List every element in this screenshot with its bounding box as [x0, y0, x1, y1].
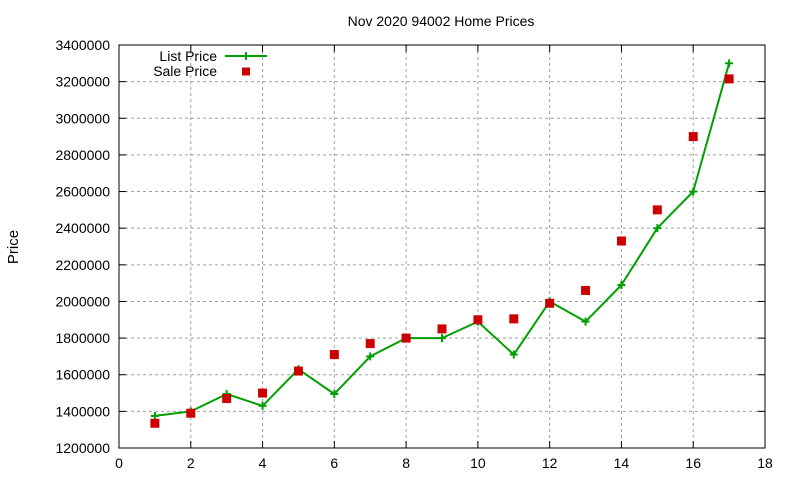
- square-marker-icon: [473, 315, 483, 325]
- x-tick-label: 12: [542, 455, 558, 471]
- x-tick-label: 14: [614, 455, 630, 471]
- square-marker-icon: [545, 298, 555, 308]
- square-marker-icon: [242, 67, 250, 76]
- y-tick-label: 1200000: [55, 440, 110, 456]
- square-marker-icon: [401, 333, 411, 343]
- legend-label-list-price: List Price: [159, 48, 217, 64]
- y-tick-label: 2000000: [55, 293, 110, 309]
- square-marker-icon: [688, 132, 698, 142]
- square-marker-icon: [652, 205, 662, 215]
- y-tick-label: 2200000: [55, 257, 110, 273]
- square-marker-icon: [293, 366, 303, 376]
- y-tick-label: 1600000: [55, 367, 110, 383]
- y-axis-ticks: 1200000 1400000 1600000 1800000 2000000 22000…: [55, 37, 765, 456]
- x-tick-label: 2: [187, 455, 195, 471]
- square-marker-icon: [222, 394, 232, 404]
- square-marker-icon: [329, 350, 339, 360]
- x-tick-label: 0: [115, 455, 123, 471]
- chart-title: Nov 2020 94002 Home Prices: [348, 13, 535, 29]
- y-tick-label: 3000000: [55, 110, 110, 126]
- y-tick-label: 2400000: [55, 220, 110, 236]
- square-marker-icon: [509, 314, 519, 324]
- legend: List Price Sale Price: [153, 48, 267, 79]
- square-marker-icon: [724, 74, 734, 84]
- y-axis-label: Price: [5, 230, 22, 264]
- y-tick-label: 3200000: [55, 74, 110, 90]
- series-sale-price: [150, 74, 734, 428]
- list-price-line: [154, 63, 731, 417]
- square-marker-icon: [150, 418, 160, 428]
- square-marker-icon: [437, 324, 447, 334]
- x-tick-label: 18: [757, 455, 773, 471]
- y-tick-label: 1800000: [55, 330, 110, 346]
- x-tick-label: 16: [685, 455, 701, 471]
- y-tick-label: 2600000: [55, 184, 110, 200]
- series-list-price: [150, 59, 734, 420]
- y-tick-label: 3400000: [55, 37, 110, 53]
- x-tick-label: 6: [330, 455, 338, 471]
- y-tick-label: 2800000: [55, 147, 110, 163]
- square-marker-icon: [186, 408, 196, 418]
- legend-square-sample-icon: [242, 67, 250, 76]
- grid-lines: [119, 45, 765, 448]
- legend-label-sale-price: Sale Price: [153, 63, 217, 79]
- y-tick-label: 1400000: [55, 403, 110, 419]
- x-tick-label: 8: [402, 455, 410, 471]
- square-marker-icon: [258, 388, 268, 398]
- x-axis-ticks: 0 2 4 6 8 10 12 14 16 18: [115, 45, 773, 471]
- square-marker-icon: [581, 285, 591, 295]
- legend-line-sample-icon: [225, 52, 267, 60]
- square-marker-icon: [616, 236, 626, 246]
- square-marker-icon: [365, 339, 375, 349]
- x-tick-label: 4: [259, 455, 267, 471]
- plot-frame: [118, 44, 766, 449]
- x-tick-label: 10: [470, 455, 486, 471]
